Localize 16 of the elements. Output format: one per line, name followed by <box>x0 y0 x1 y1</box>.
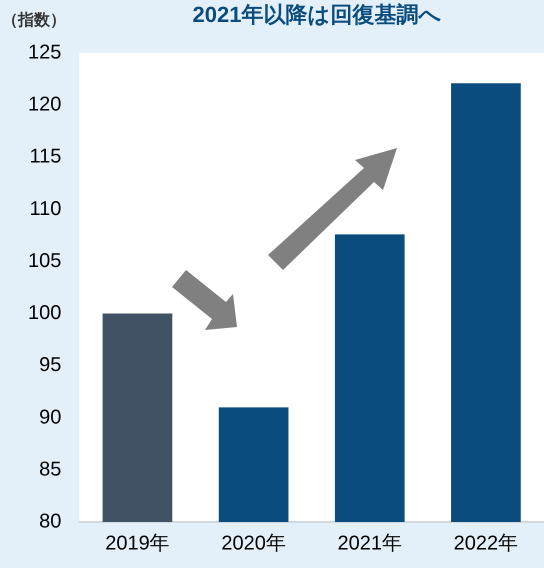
x-tick-label: 2021年 <box>338 532 402 555</box>
y-tick-label: 110 <box>29 198 62 220</box>
y-tick-label: 90 <box>39 406 62 428</box>
x-tick-label: 2019年 <box>105 532 170 555</box>
y-tick-label: 100 <box>28 302 62 324</box>
x-tick-label: 2022年 <box>454 532 518 555</box>
y-tick-label: 125 <box>28 42 62 64</box>
chart-title: 2021年以降は回復基調へ <box>192 1 442 29</box>
y-tick-label: 95 <box>39 354 62 376</box>
y-axis-title: （指数） <box>2 10 66 31</box>
y-tick-label: 115 <box>29 146 62 168</box>
y-tick-label: 85 <box>39 458 62 480</box>
y-tick-label: 120 <box>28 94 62 116</box>
y-tick-label: 80 <box>39 510 62 533</box>
y-tick-label: 105 <box>28 250 62 272</box>
x-tick-label: 2020年 <box>221 532 286 555</box>
